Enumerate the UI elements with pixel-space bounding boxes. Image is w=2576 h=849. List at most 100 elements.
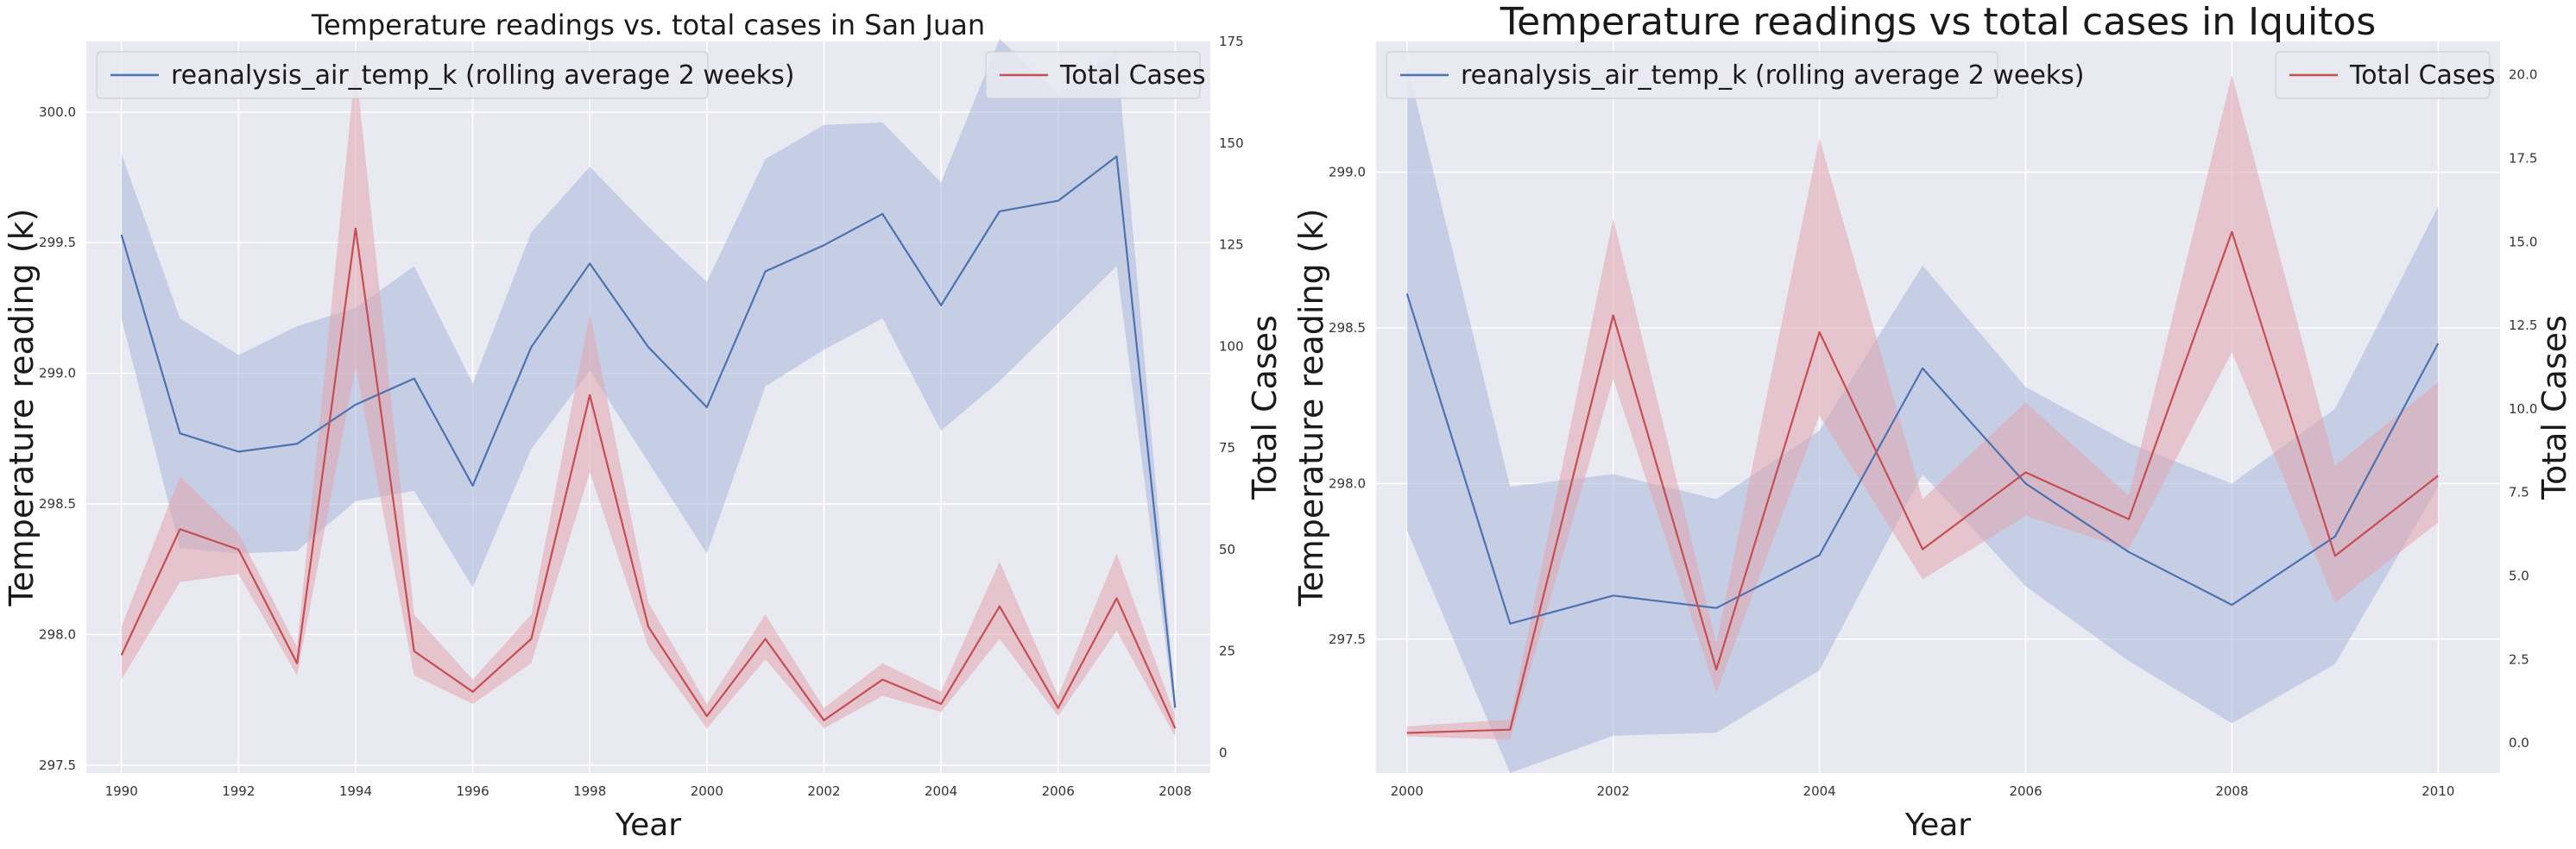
y2-tick-label: 25	[1219, 644, 1235, 659]
chart-title: Temperature readings vs total cases in I…	[1500, 0, 2377, 44]
temperature-point	[1114, 154, 1119, 159]
y2-tick-label: 0.0	[2509, 735, 2529, 751]
cases-point	[2127, 517, 2131, 521]
temperature-series-line	[120, 155, 1177, 708]
x-tick-label: 1996	[456, 783, 489, 799]
temperature-point	[822, 243, 826, 248]
cases-point	[237, 547, 241, 551]
x-axis-label: Year	[615, 808, 681, 843]
y-tick-label: 298.0	[1329, 475, 1366, 491]
temperature-point	[1714, 606, 1719, 610]
x-axis-label: Year	[1904, 808, 1971, 843]
legend-box	[96, 51, 709, 99]
temperature-point	[529, 345, 534, 349]
cases-point	[2436, 474, 2440, 478]
temperature-point	[412, 376, 416, 380]
y-axis-label: Temperature reading (k)	[1292, 209, 1330, 607]
temperature-point	[1817, 553, 1822, 557]
y-tick-label: 298.5	[39, 496, 76, 512]
cases-series-line	[1406, 230, 2439, 734]
cases-point	[470, 689, 475, 694]
temperature-point	[470, 483, 475, 487]
y-tick-label: 298.5	[1329, 320, 1366, 336]
cases-point	[881, 677, 885, 682]
legend-box	[985, 51, 1201, 99]
y-tick-label: 297.5	[39, 758, 76, 773]
x-tick-label: 2008	[2215, 783, 2248, 799]
temperature-point	[237, 450, 241, 454]
temperature-point	[178, 431, 182, 436]
x-tick-label: 2004	[1803, 783, 1836, 799]
y2-tick-label: 125	[1219, 237, 1244, 253]
y2-tick-label: 17.5	[2509, 151, 2537, 167]
cases-series-line	[120, 227, 1177, 729]
x-tick-label: 2006	[2009, 783, 2042, 799]
san-juan-chart: 1990 1992 1994 1996 1998 2000 2002 2004 2006 2008…	[3, 9, 1284, 843]
temperature-point	[2127, 550, 2131, 554]
cases-point	[178, 527, 182, 531]
y-tick-label: 300.0	[39, 104, 76, 120]
legend-temperature: reanalysis_air_temp_k (rolling average 2…	[1386, 51, 2085, 99]
y-tick-label: 297.5	[1329, 632, 1366, 647]
temperature-confidence-band	[121, 39, 1176, 719]
temperature-confidence-band	[1406, 63, 2439, 774]
iquitos-chart: 2000 2002 2004 2006 2008 2010 297.5 298.0 298.5 2…	[1292, 0, 2573, 843]
legend-temperature: reanalysis_air_temp_k (rolling average 2…	[96, 51, 795, 99]
temperature-point	[588, 261, 592, 266]
y2-tick-label: 2.5	[2509, 651, 2529, 667]
y2-tick-label: 150	[1219, 135, 1244, 151]
chart-title: Temperature readings vs. total cases in …	[311, 9, 985, 41]
x-tick-label: 1998	[573, 783, 606, 799]
legend-box	[1386, 51, 1998, 99]
y-tick-label: 298.0	[39, 626, 76, 642]
cases-point	[1714, 668, 1719, 672]
temperature-series-line	[1405, 292, 2440, 625]
cases-point	[529, 637, 534, 641]
legend-label: Total Cases	[1059, 60, 1206, 91]
x-tick-label: 2008	[1159, 783, 1191, 799]
y-tick-label: 299.0	[39, 366, 76, 381]
temperature-point	[1508, 621, 1512, 626]
temperature-point	[1405, 292, 1409, 296]
x-tick-label: 2006	[1042, 783, 1075, 799]
temperature-point	[1056, 198, 1060, 203]
temperature-point	[1611, 594, 1615, 598]
cases-point	[2333, 554, 2337, 558]
y-axis-label: Temperature reading (k)	[3, 209, 41, 607]
y2-tick-label: 175	[1219, 34, 1244, 49]
y2-tick-label: 7.5	[2509, 485, 2529, 500]
temperature-point	[353, 403, 357, 407]
x-tick-label: 2002	[807, 783, 840, 799]
cases-point	[1114, 596, 1119, 601]
legend-label: Total Cases	[2349, 60, 2496, 91]
cases-point	[1173, 726, 1178, 731]
temperature-point	[763, 269, 767, 274]
temperature-point	[2436, 342, 2440, 346]
y2-tick-label: 12.5	[2509, 318, 2537, 333]
cases-point	[412, 649, 416, 653]
x-tick-label: 2004	[925, 783, 957, 799]
cases-point	[997, 604, 1001, 608]
x-tick-label: 2010	[2421, 783, 2454, 799]
cases-point	[1508, 727, 1512, 732]
cases-point	[1921, 547, 1925, 551]
x-tick-label: 2000	[691, 783, 723, 799]
temperature-point	[2230, 603, 2234, 607]
temperature-point	[1921, 366, 1925, 370]
x-tick-label: 2002	[1597, 783, 1630, 799]
temperature-point	[295, 442, 300, 446]
x-tick-label: 1994	[339, 783, 372, 799]
cases-point	[1405, 731, 1409, 735]
legend-total-cases: Total Cases	[2275, 51, 2496, 99]
cases-point	[1817, 330, 1822, 334]
temperature-point	[1173, 706, 1178, 710]
y-tick-label: 299.5	[39, 235, 76, 250]
cases-point	[939, 701, 944, 706]
x-tick-label: 1992	[222, 783, 255, 799]
temperature-point	[647, 345, 651, 349]
cases-point	[119, 653, 123, 657]
legend-box	[2275, 51, 2491, 99]
temperature-point	[2024, 481, 2028, 486]
y2-tick-label: 0	[1219, 745, 1228, 760]
